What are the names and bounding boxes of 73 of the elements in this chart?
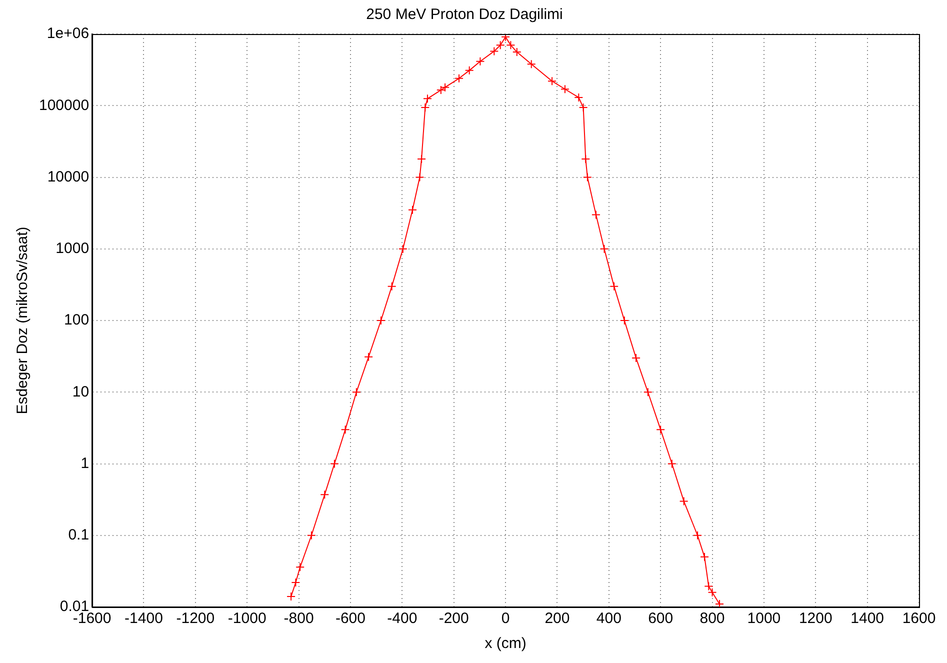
point	[364, 352, 374, 362]
x-tick-label: 1000	[747, 610, 781, 628]
x-tick-label: 1400	[850, 610, 884, 628]
point	[454, 74, 464, 83]
point	[501, 34, 510, 42]
y-tick-label: 1e+06	[46, 25, 90, 42]
point	[490, 46, 499, 56]
point	[582, 172, 592, 182]
point	[506, 40, 516, 50]
y-tick-label: 100000	[38, 96, 90, 114]
point	[610, 282, 619, 291]
x-tick-label: 800	[700, 610, 725, 628]
x-tick-label: 0	[501, 610, 510, 628]
point	[291, 578, 300, 587]
point	[581, 154, 590, 164]
x-tick-label: 200	[544, 610, 570, 628]
point	[476, 56, 485, 66]
x-tick-label: 400	[596, 610, 622, 628]
x-tick-label: -800	[284, 610, 314, 628]
point	[715, 600, 724, 607]
x-tick-label: -1200	[176, 610, 215, 628]
x-tick-label: 600	[648, 610, 674, 628]
x-tick-label: -200	[438, 610, 469, 628]
point	[591, 210, 600, 220]
chart-title: 250 MeV Proton Doz Dagilimi	[366, 6, 563, 24]
point	[306, 530, 316, 540]
point	[667, 459, 676, 468]
point	[574, 92, 584, 102]
point	[496, 40, 505, 50]
point	[286, 592, 296, 602]
point	[415, 172, 424, 182]
point	[548, 76, 557, 86]
x-tick-label: -600	[335, 610, 366, 628]
point	[436, 86, 446, 95]
point	[296, 562, 305, 572]
point	[656, 425, 666, 434]
y-tick-label: 10	[72, 383, 90, 400]
point	[340, 425, 350, 434]
point	[422, 94, 432, 104]
point	[512, 48, 522, 57]
point	[320, 490, 330, 500]
point	[620, 316, 629, 325]
x-axis-title: x (cm)	[484, 635, 526, 652]
point	[387, 282, 396, 291]
y-tick-label: 100	[64, 312, 90, 329]
point	[700, 552, 710, 562]
point	[578, 103, 588, 112]
x-tick-label: 1600	[902, 610, 936, 628]
point	[464, 66, 474, 75]
point	[600, 244, 609, 254]
x-tick-label: -400	[387, 610, 418, 628]
y-tick-label: 1000	[56, 240, 90, 258]
x-tick-label: -1000	[228, 610, 266, 628]
point	[560, 84, 570, 94]
point	[693, 530, 702, 540]
x-tick-label: 1200	[798, 610, 832, 628]
point	[408, 205, 417, 214]
point	[352, 388, 361, 397]
point	[440, 82, 450, 92]
point	[398, 244, 408, 254]
point	[526, 60, 536, 69]
point	[632, 353, 641, 362]
y-axis-title: Esdeger Doz (mikroSv/saat)	[14, 226, 32, 414]
point	[376, 316, 386, 325]
y-tick-label: 0.1	[68, 526, 90, 544]
point	[643, 388, 652, 397]
x-tick-label: -1400	[124, 610, 163, 628]
y-tick-label: 10000	[47, 168, 90, 186]
point	[330, 459, 339, 468]
point	[420, 103, 430, 112]
y-tick-label: 1	[80, 454, 90, 472]
point	[679, 496, 688, 506]
point	[417, 154, 426, 164]
